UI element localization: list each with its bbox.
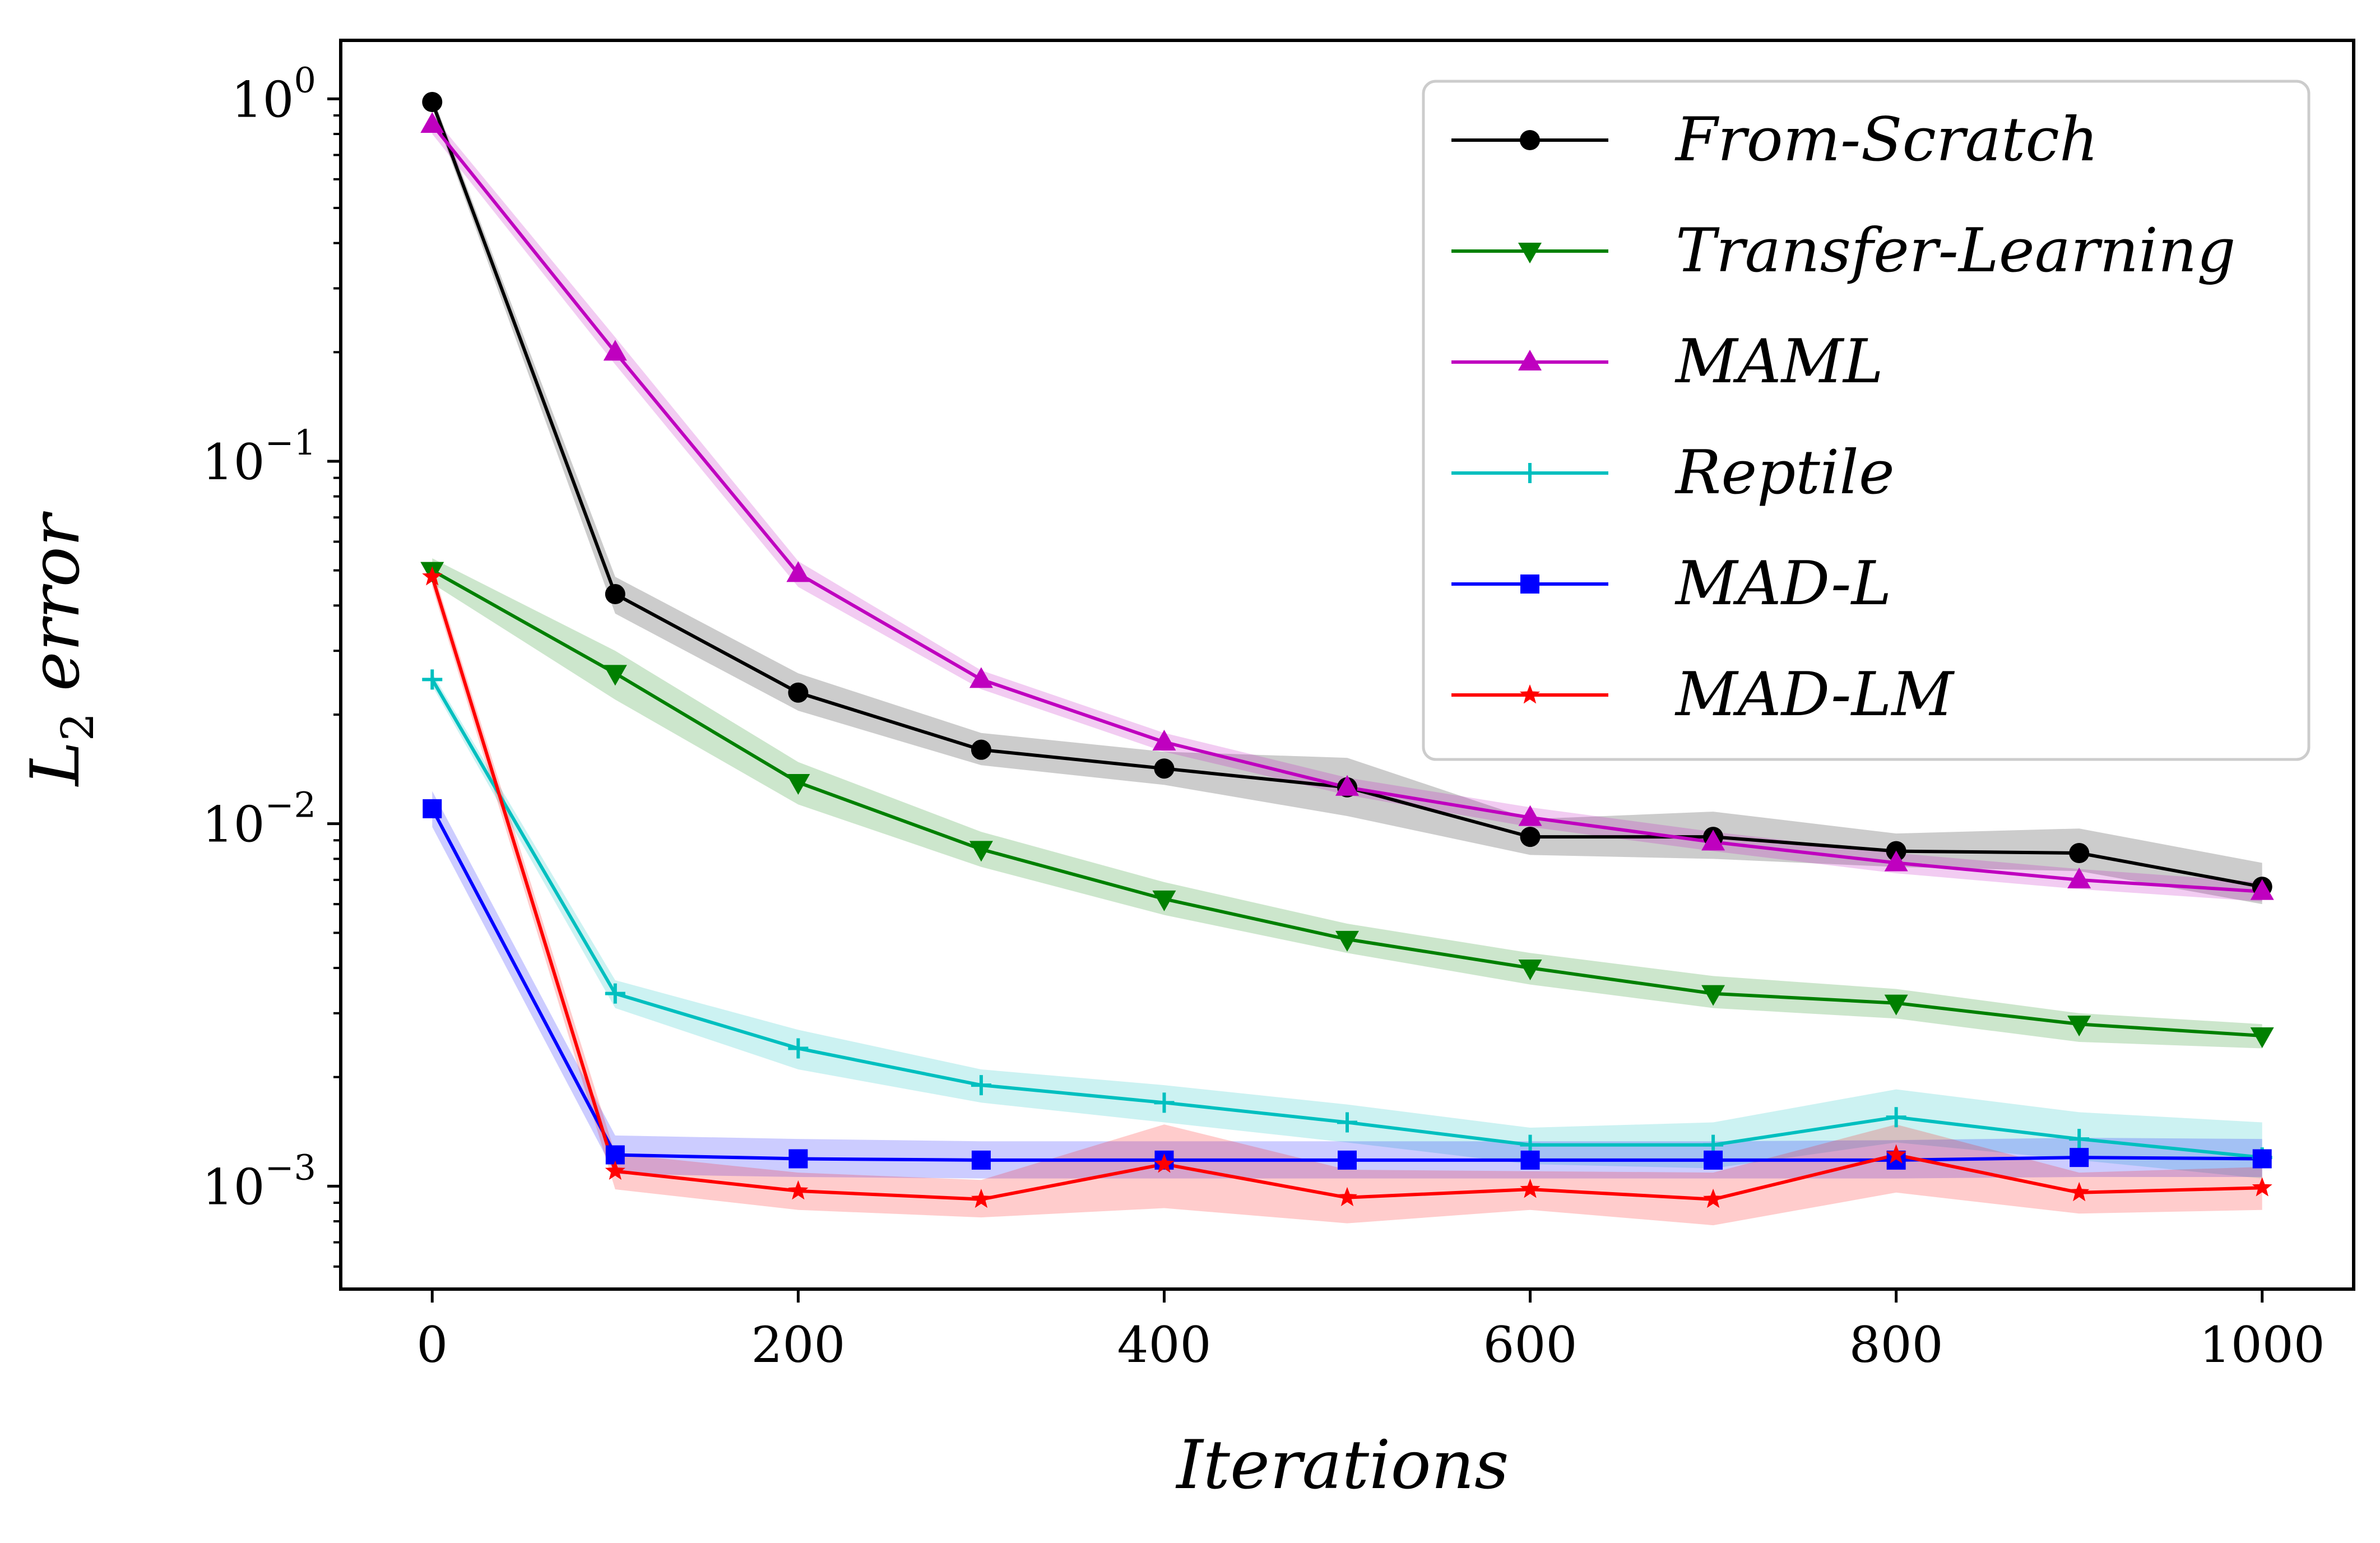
- y-tick-label: 10−2: [202, 785, 316, 854]
- marker-triangle-up: [1518, 350, 1542, 370]
- marker-star: [1154, 1153, 1175, 1173]
- y-axis-title: L2 error: [17, 511, 104, 787]
- marker-triangle-down: [1152, 890, 1176, 911]
- marker-plus: [788, 1038, 809, 1059]
- marker-triangle-up: [786, 561, 810, 582]
- marker-plus: [1154, 1092, 1175, 1113]
- x-tick-label: 1000: [2200, 1316, 2325, 1374]
- legend-label: MAD-L: [1674, 549, 1891, 619]
- legend-frame: [1422, 80, 2311, 761]
- marker-circle: [1154, 758, 1175, 779]
- x-tick-label: 0: [416, 1316, 448, 1374]
- x-tick-label: 800: [1849, 1316, 1943, 1374]
- marker-circle: [971, 739, 991, 760]
- marker-plus: [2069, 1129, 2090, 1150]
- marker-plus: [971, 1075, 991, 1096]
- y-axis-title-subscript: 2: [52, 712, 104, 741]
- y-tick-exponent: −2: [265, 785, 316, 826]
- marker-square: [1704, 1150, 1723, 1170]
- marker-square: [788, 1149, 808, 1169]
- y-tick-base: 10: [202, 433, 265, 491]
- marker-plus: [605, 983, 625, 1004]
- band-reptile: [432, 673, 2262, 1179]
- marker-star: [1886, 1144, 1906, 1164]
- marker-circle: [422, 92, 443, 113]
- marker-triangle-down: [1518, 960, 1542, 981]
- marker-triangle-up: [969, 667, 993, 688]
- y-tick-exponent: 0: [294, 59, 316, 100]
- marker-triangle-down: [1518, 243, 1542, 263]
- marker-triangle-up: [1884, 850, 1908, 872]
- y-tick-base: 10: [202, 1158, 265, 1216]
- x-tick-label: 400: [1117, 1316, 1211, 1374]
- marker-triangle-up: [2250, 879, 2274, 900]
- marker-star: [2069, 1181, 2090, 1202]
- marker-triangle-up: [1335, 775, 1359, 796]
- marker-triangle-down: [603, 665, 627, 686]
- marker-plus: [1886, 1107, 1906, 1128]
- plot-frame: [339, 39, 2355, 1291]
- marker-square: [2252, 1149, 2272, 1169]
- marker-triangle-up: [1701, 830, 1725, 851]
- marker-square: [1338, 1150, 1357, 1170]
- marker-square: [2070, 1148, 2089, 1167]
- marker-circle: [605, 584, 625, 605]
- marker-square: [1520, 574, 1539, 594]
- marker-star: [971, 1188, 991, 1208]
- legend: From-Scratch Transfer-Learning MAML Reptile…: [1422, 80, 2311, 761]
- y-tick-label: 100: [231, 59, 316, 128]
- marker-triangle-down: [1335, 930, 1359, 952]
- marker-square: [971, 1150, 991, 1170]
- x-axis: 0 200 400 600 800 1000: [416, 1289, 2325, 1374]
- x-tick-label: 600: [1483, 1316, 1578, 1374]
- marker-triangle-up: [1152, 729, 1176, 750]
- y-tick-exponent: −3: [265, 1147, 316, 1188]
- legend-label: MAML: [1674, 327, 1883, 397]
- marker-triangle-down: [1884, 994, 1908, 1016]
- y-axis-title-text: error: [17, 511, 95, 691]
- y-tick-base: 10: [202, 796, 265, 854]
- y-tick-base: 10: [231, 71, 294, 128]
- y-tick-label: 10−3: [202, 1147, 316, 1216]
- y-tick-label: 10−1: [202, 422, 316, 491]
- x-axis-title: Iterations: [1175, 1426, 1509, 1504]
- marker-triangle-down: [1701, 985, 1725, 1006]
- marker-plus: [1337, 1112, 1357, 1133]
- marker-circle: [788, 682, 809, 703]
- x-tick-label: 200: [751, 1316, 845, 1374]
- marker-plus: [1520, 463, 1540, 483]
- marker-triangle-up: [1518, 805, 1542, 826]
- marker-triangle-down: [2250, 1027, 2274, 1048]
- legend-label: From-Scratch: [1674, 105, 2098, 175]
- marker-star: [605, 1160, 625, 1180]
- marker-plus: [422, 669, 443, 690]
- marker-triangle-down: [2067, 1016, 2091, 1037]
- marker-triangle-up: [420, 112, 444, 133]
- marker-star: [788, 1180, 809, 1200]
- marker-star: [422, 566, 443, 586]
- marker-square: [423, 799, 442, 818]
- legend-label: MAD-LM: [1674, 660, 1955, 730]
- marker-star: [1519, 684, 1541, 704]
- series-markers: [420, 92, 2274, 1208]
- legend-label: Transfer-Learning: [1676, 216, 2235, 286]
- marker-triangle-down: [969, 841, 993, 862]
- marker-circle: [1520, 130, 1540, 150]
- marker-star: [1703, 1188, 1724, 1208]
- marker-circle: [2069, 843, 2090, 864]
- y-axis-title-base: L: [17, 741, 95, 787]
- marker-triangle-up: [603, 340, 627, 361]
- marker-star: [1337, 1187, 1358, 1207]
- marker-circle: [1520, 827, 1541, 847]
- marker-star: [2252, 1177, 2272, 1197]
- marker-triangle-down: [786, 773, 810, 795]
- marker-star: [1520, 1179, 1541, 1198]
- marker-triangle-up: [2067, 867, 2091, 888]
- legend-label: Reptile: [1674, 438, 1895, 508]
- marker-square: [1520, 1150, 1540, 1170]
- y-tick-exponent: −1: [265, 422, 316, 463]
